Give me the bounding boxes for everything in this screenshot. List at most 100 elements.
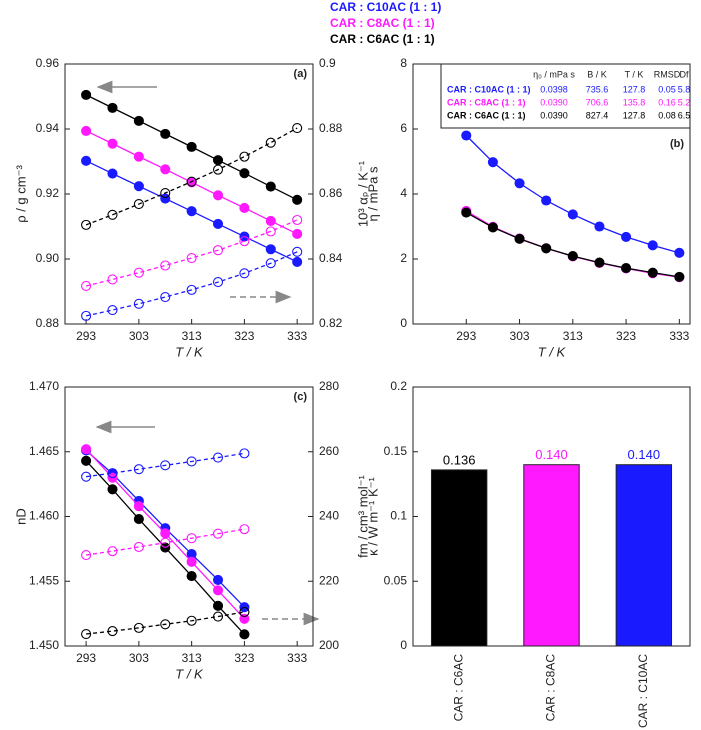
table-cell: 0.16 (658, 97, 676, 107)
data-point (186, 533, 197, 544)
table-cell: 0.0390 (540, 97, 568, 107)
table-cell: 0.0390 (540, 110, 568, 120)
table-frame (440, 63, 691, 129)
data-point (461, 207, 472, 218)
table-cell: 127.8 (623, 84, 646, 94)
x-tick-label: 323 (234, 651, 254, 665)
x-tick-label: 313 (563, 329, 583, 343)
data-point (594, 221, 605, 232)
table-cell: CAR : C6AC (1 : 1) (447, 110, 526, 120)
y-tick-label: 1.460 (29, 509, 59, 523)
data-point (186, 176, 197, 187)
legend-entry: CAR : C6AC (1 : 1) (330, 32, 435, 46)
y-tick-label: 0 (400, 316, 407, 330)
y2-tick-label: 0.88 (319, 121, 343, 135)
bar (523, 464, 580, 647)
data-point (186, 141, 197, 152)
data-point (265, 258, 276, 269)
x-tick-label: 303 (129, 329, 149, 343)
table-cell: 0.05 (658, 84, 676, 94)
data-point (160, 193, 171, 204)
table-cell: 5.8 (678, 84, 691, 94)
y-tick-label: 1.465 (29, 444, 59, 458)
y-tick-label: 0.2 (390, 379, 407, 393)
data-point (81, 455, 92, 466)
panel-label: (b) (670, 138, 684, 150)
data-point (81, 310, 92, 321)
data-point (160, 460, 171, 471)
value-label: 0.140 (535, 447, 568, 462)
data-point (265, 137, 276, 148)
data-point (133, 622, 144, 633)
data-point (107, 102, 118, 113)
data-point (212, 190, 224, 201)
data-point (239, 151, 250, 162)
x-tick-label: 323 (234, 329, 254, 343)
series-line (85, 127, 298, 226)
x-tick-label: CAR : C8AC (544, 654, 558, 722)
data-point (107, 546, 118, 557)
data-point (186, 456, 197, 467)
data-point (107, 209, 118, 220)
data-point (160, 619, 171, 630)
data-point (81, 125, 92, 136)
x-tick-label: 303 (510, 329, 530, 343)
y-tick-label: 0.1 (390, 509, 407, 523)
data-point (133, 501, 144, 512)
table-header: T / K (625, 69, 644, 79)
data-point (133, 199, 144, 210)
data-point (239, 202, 250, 214)
data-point (567, 251, 578, 262)
value-label: 0.140 (628, 447, 661, 462)
series-line (85, 219, 298, 287)
data-point (292, 246, 303, 257)
data-point (239, 606, 250, 618)
x-tick-label: 333 (287, 329, 307, 343)
y-tick-label: 1.455 (29, 573, 59, 587)
data-point (212, 452, 224, 463)
table-cell: CAR : C8AC (1 : 1) (447, 97, 526, 107)
y-tick-label: 0.88 (36, 316, 60, 330)
x-axis-label: T / K (175, 344, 204, 359)
table-cell: CAR : C10AC (1 : 1) (447, 84, 531, 94)
data-point (265, 215, 276, 227)
data-point (212, 611, 224, 622)
x-tick-label: 313 (182, 329, 202, 343)
data-point (541, 243, 552, 254)
data-point (239, 524, 250, 535)
y2-tick-label: 0.82 (319, 316, 343, 330)
data-point (160, 260, 171, 271)
data-point (265, 226, 276, 237)
data-point (81, 444, 92, 455)
data-point (265, 244, 276, 255)
data-point (212, 585, 224, 596)
data-point (487, 222, 498, 233)
data-point (186, 252, 197, 264)
x-tick-label: 323 (616, 329, 636, 343)
data-point (212, 574, 224, 586)
y2-tick-label: 220 (319, 573, 339, 587)
data-point (133, 181, 144, 192)
y2-tick-label: 0.9 (319, 56, 336, 70)
series-line (86, 452, 245, 478)
data-point (239, 268, 250, 279)
data-point (621, 231, 632, 242)
data-point (107, 138, 118, 149)
y2-tick-label: 280 (319, 379, 339, 393)
table-cell: 135.8 (623, 97, 646, 107)
plot-frame (64, 386, 314, 647)
y-axis-label: nD (13, 508, 28, 525)
data-point (81, 628, 92, 640)
y-tick-label: 4 (400, 186, 407, 200)
data-point (133, 298, 144, 309)
data-point (594, 257, 605, 268)
y-tick-label: 0.05 (384, 573, 408, 587)
data-point (133, 151, 144, 162)
plot-frame (64, 63, 314, 325)
table-header: RMSD (654, 69, 681, 79)
data-point (160, 128, 171, 139)
y-axis-label: ρ / g cm⁻³ (13, 165, 28, 223)
x-tick-label: 293 (76, 329, 96, 343)
x-axis-label: T / K (538, 344, 567, 359)
data-point (81, 155, 92, 166)
